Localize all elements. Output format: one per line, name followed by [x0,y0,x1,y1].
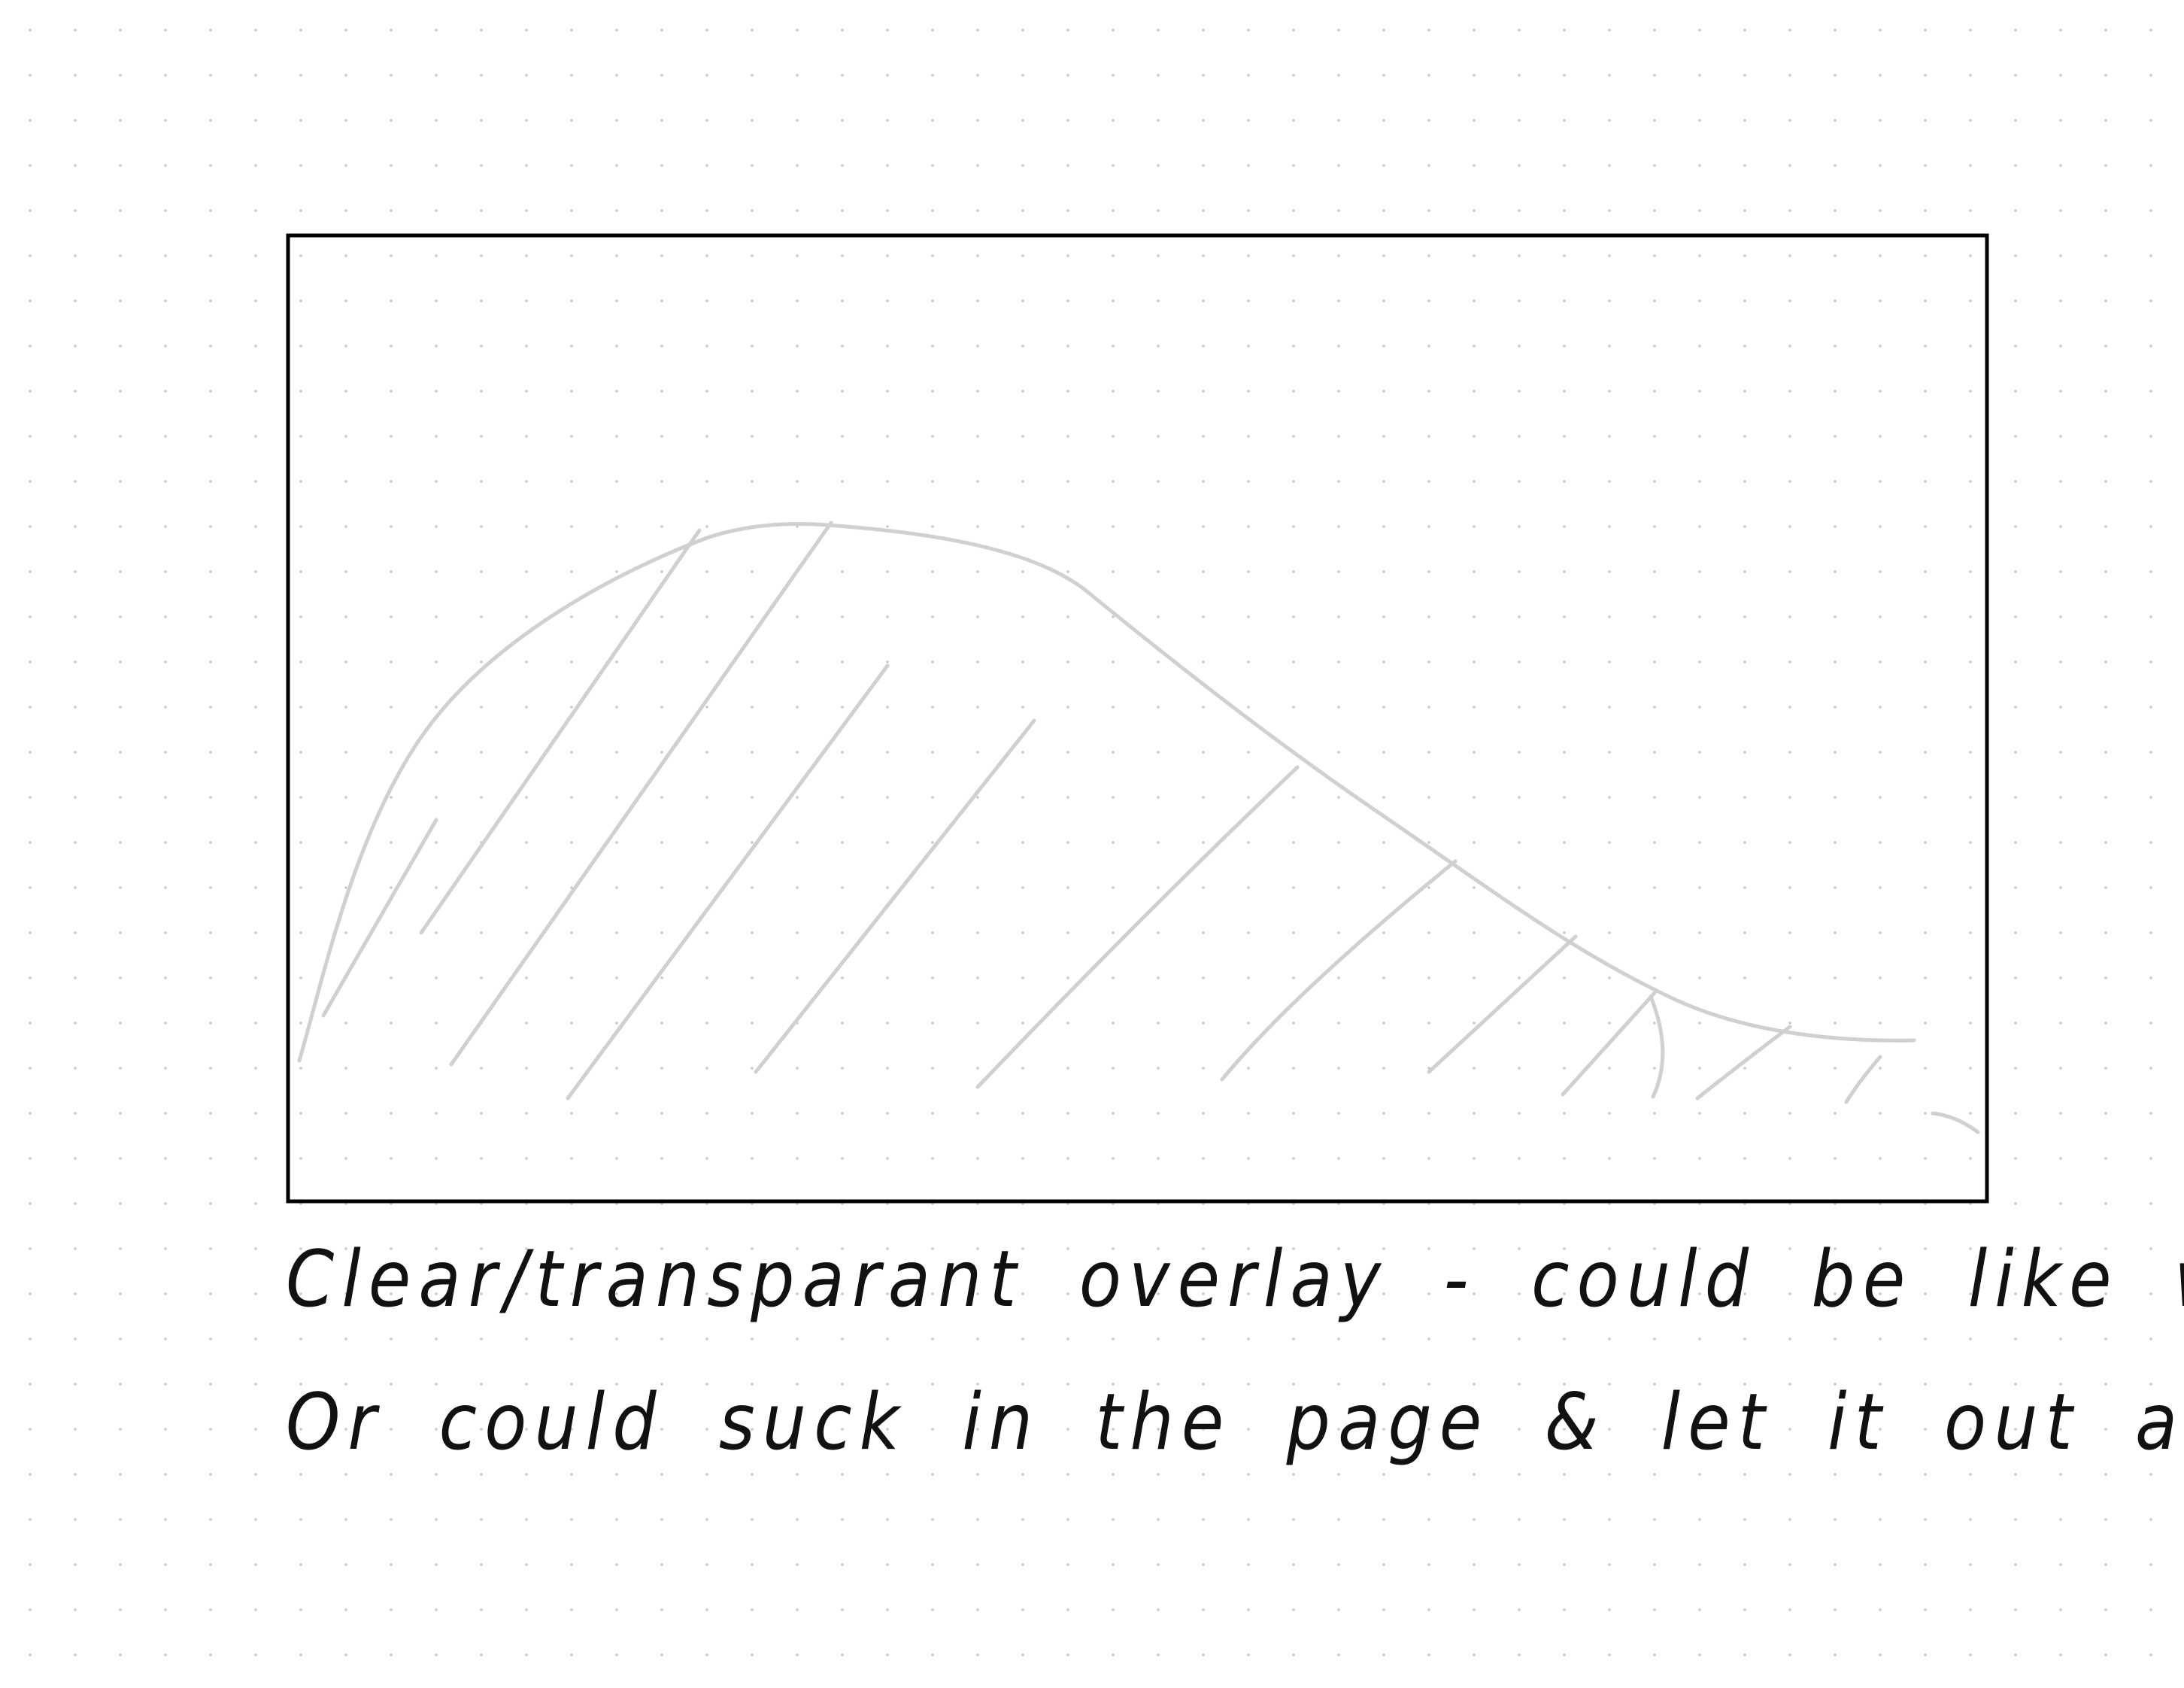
hatch-stroke [1844,1055,1882,1104]
handwritten-note-line-1: Clear/transparant overlay - could be lik… [286,1234,2184,1325]
hatch-stroke [566,663,890,1101]
hatch-stroke [1427,934,1578,1074]
hatch-stroke [1649,994,1665,1099]
hatch-stroke [449,521,833,1067]
page-frame [286,233,1989,1204]
hatch-stroke [1220,859,1458,1082]
hatch-stroke [975,765,1300,1089]
wave-overlay-outline [297,522,1916,1063]
hatch-stroke [321,818,438,1018]
hatch-stroke [1561,991,1657,1097]
hatch-stroke [1695,1025,1792,1101]
hatching [321,521,1980,1134]
hatch-stroke [1931,1111,1980,1134]
hatch-stroke [754,718,1036,1074]
handwritten-note-line-2: Or could suck in the page & let it out a… [286,1377,2184,1468]
hatch-stroke [419,528,702,935]
